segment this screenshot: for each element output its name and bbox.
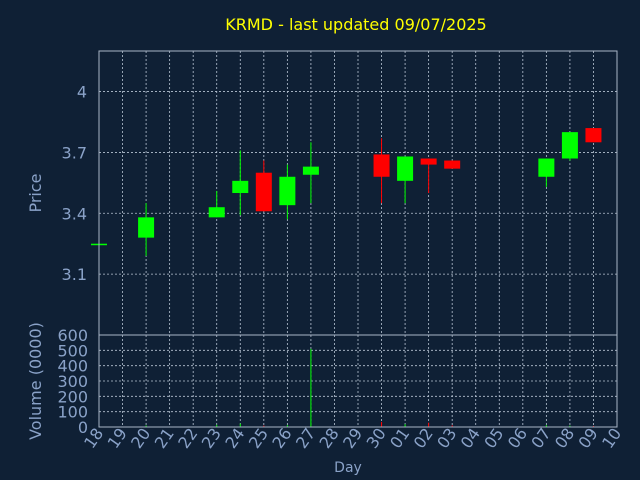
candle-body bbox=[561, 132, 578, 159]
candle bbox=[444, 160, 461, 169]
candle-body bbox=[585, 128, 602, 143]
candle-body bbox=[302, 166, 319, 175]
volume-grid bbox=[99, 335, 617, 427]
candle-body bbox=[279, 176, 296, 206]
volume-y-tick-label: 600 bbox=[57, 326, 88, 345]
price-candles bbox=[91, 128, 602, 256]
volume-y-axis-label: Volume (0000) bbox=[26, 322, 45, 440]
volume-panel-frame bbox=[98, 334, 618, 428]
price-y-tick-label: 3.7 bbox=[62, 143, 87, 162]
price-y-tick-labels: 3.1 3.4 3.7 4 bbox=[62, 83, 87, 285]
candle-body bbox=[538, 158, 555, 177]
price-y-tick-label: 4 bbox=[77, 83, 87, 102]
candle bbox=[373, 138, 390, 204]
candle-body bbox=[397, 156, 414, 181]
candle-body bbox=[138, 217, 155, 238]
volume-y-tick-label: 200 bbox=[57, 387, 88, 406]
candle-body bbox=[444, 160, 461, 169]
volume-y-tick-label: 0 bbox=[78, 418, 88, 437]
candle bbox=[138, 203, 155, 256]
volume-y-tick-label: 400 bbox=[57, 357, 88, 376]
candle-body bbox=[208, 207, 225, 218]
candle bbox=[397, 156, 414, 204]
candle bbox=[232, 150, 249, 216]
candle bbox=[585, 128, 602, 143]
x-axis-label: Day bbox=[334, 460, 362, 476]
candle-body bbox=[255, 172, 272, 212]
candle bbox=[561, 132, 578, 161]
price-y-tick-label: 3.4 bbox=[62, 204, 87, 223]
volume-y-tick-label: 500 bbox=[57, 341, 88, 360]
candle bbox=[208, 190, 225, 218]
candle-body bbox=[420, 158, 437, 165]
chart-title: KRMD - last updated 09/07/2025 bbox=[225, 15, 486, 34]
candle-body bbox=[373, 154, 390, 177]
price-y-tick-label: 3.1 bbox=[62, 265, 87, 284]
price-y-axis-label: Price bbox=[26, 173, 45, 212]
candle bbox=[538, 158, 555, 187]
x-tick-labels: 1819202122232425262728293001020304050607… bbox=[80, 424, 625, 452]
candle-body bbox=[232, 180, 249, 193]
candle bbox=[420, 158, 437, 193]
candle bbox=[302, 142, 319, 204]
candle bbox=[255, 160, 272, 212]
volume-y-tick-label: 100 bbox=[57, 403, 88, 422]
volume-y-tick-label: 300 bbox=[57, 372, 88, 391]
candle bbox=[279, 164, 296, 220]
